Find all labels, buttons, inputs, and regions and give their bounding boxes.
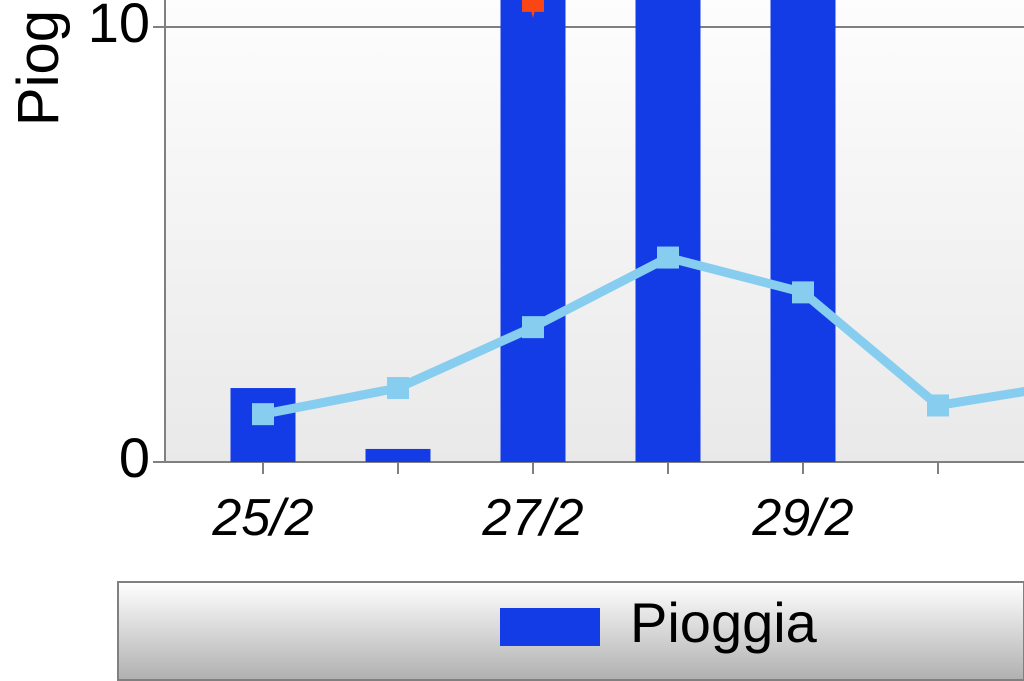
line-lightblue-marker bbox=[927, 394, 949, 416]
y-axis-title: Piog bbox=[6, 10, 71, 126]
bar bbox=[636, 0, 701, 462]
bar bbox=[771, 0, 836, 462]
legend-swatch bbox=[500, 608, 600, 646]
y-tick-label: 0 bbox=[119, 426, 150, 489]
line-lightblue-marker bbox=[387, 377, 409, 399]
chart-container: 010Piog25/227/229/22/3Pioggia bbox=[0, 0, 1024, 681]
line-lightblue-marker bbox=[792, 281, 814, 303]
bar bbox=[501, 0, 566, 462]
line-lightblue-marker bbox=[252, 403, 274, 425]
x-tick-label: 27/2 bbox=[481, 489, 583, 547]
bar bbox=[366, 449, 431, 462]
line-lightblue-marker bbox=[522, 316, 544, 338]
x-tick-label: 29/2 bbox=[751, 489, 853, 547]
legend-label: Pioggia bbox=[630, 591, 818, 654]
line-orange-marker bbox=[522, 0, 544, 12]
y-tick-label: 10 bbox=[88, 0, 150, 54]
x-tick-label: 25/2 bbox=[211, 489, 313, 547]
chart-svg: 010Piog25/227/229/22/3Pioggia bbox=[0, 0, 1024, 681]
line-lightblue-marker bbox=[657, 247, 679, 269]
